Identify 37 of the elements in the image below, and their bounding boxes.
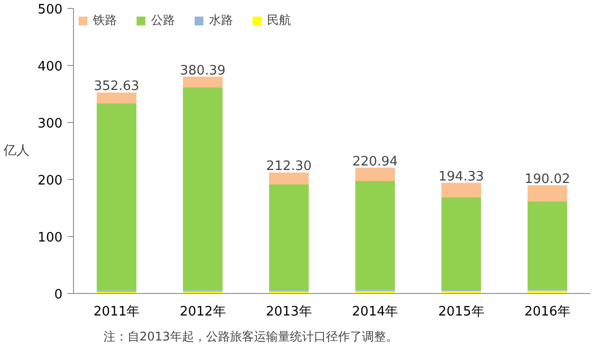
x-tick-label: 2016年 [524, 304, 570, 320]
total-label: 352.63 [94, 79, 140, 94]
bar [96, 92, 136, 104]
x-tick-label: 2014年 [352, 304, 398, 320]
bar [269, 172, 309, 184]
bar [182, 76, 223, 88]
bar [528, 185, 568, 202]
y-tick-label: 100 [38, 230, 63, 246]
bar [182, 87, 223, 290]
y-tick-label: 300 [38, 116, 63, 132]
bar [528, 201, 568, 290]
x-tick-label: 2013年 [266, 304, 312, 320]
bar [96, 103, 136, 290]
y-tick-label: 0 [54, 288, 63, 302]
total-label: 194.33 [438, 169, 484, 184]
bar [528, 290, 568, 294]
bar [441, 182, 482, 198]
y-tick-label: 500 [38, 2, 63, 18]
legend-label: 铁路 [93, 12, 117, 29]
total-label: 380.39 [180, 63, 226, 78]
total-label: 212.30 [266, 159, 312, 174]
legend-label: 水路 [209, 12, 233, 29]
y-tick-label: 400 [38, 60, 63, 74]
bar [441, 197, 482, 290]
text: 注：自2013年起，公路旅客运输量统计口径作了调整。 [104, 330, 398, 344]
x-tick-label: 2015年 [438, 304, 484, 320]
y-tick-label: 200 [38, 174, 63, 188]
y-axis-title: 亿人 [2, 144, 30, 158]
x-tick-label: 2012年 [180, 304, 226, 320]
total-label: 190.02 [524, 172, 570, 187]
x-tick-label: 2011年 [94, 304, 140, 320]
legend-label: 民航 [267, 12, 291, 29]
bar [355, 168, 395, 181]
legend-label: 公路 [151, 12, 175, 29]
total-label: 220.94 [352, 154, 398, 170]
bar [269, 184, 309, 290]
bar [355, 181, 395, 290]
